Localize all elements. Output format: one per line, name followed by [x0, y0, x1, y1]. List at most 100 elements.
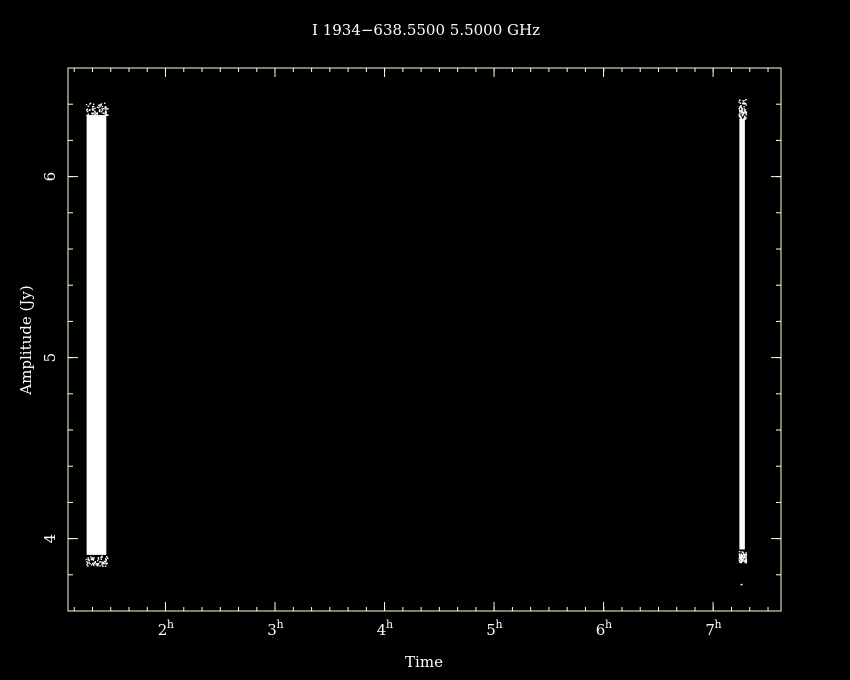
data-point: [738, 101, 740, 103]
x-axis-label: Time: [405, 653, 443, 671]
data-band-2: [739, 118, 745, 550]
data-point: [92, 562, 94, 565]
data-point: [90, 564, 93, 566]
data-point: [94, 110, 96, 112]
data-point: [93, 557, 95, 559]
data-point: [744, 103, 746, 105]
data-point: [101, 555, 103, 558]
data-point: [745, 554, 747, 556]
data-point: [105, 558, 107, 561]
data-point: [742, 100, 744, 102]
data-point: [743, 557, 745, 559]
data-point: [105, 558, 107, 560]
x-tick-label-sup: h: [167, 618, 174, 631]
data-point: [739, 116, 742, 119]
data-point: [743, 553, 745, 556]
data-point: [745, 555, 748, 557]
data-point: [101, 561, 103, 563]
data-point: [744, 102, 747, 105]
data-point: [98, 107, 100, 109]
data-point: [745, 116, 747, 119]
data-point: [97, 564, 99, 567]
data-point: [99, 109, 101, 111]
x-tick-label: 3: [267, 621, 277, 639]
data-point: [742, 102, 744, 104]
y-tick-label: 6: [41, 172, 59, 182]
data-point: [93, 563, 95, 565]
x-tick-label: 7: [705, 621, 715, 639]
data-point: [104, 560, 107, 563]
data-point: [103, 108, 105, 110]
data-point: [99, 565, 101, 567]
data-point: [740, 556, 743, 558]
data-point: [100, 556, 102, 559]
data-point: [89, 109, 91, 111]
data-band-1: [86, 115, 107, 555]
data-point: [85, 558, 88, 561]
data-point: [740, 112, 743, 114]
data-point: [740, 558, 743, 560]
data-point: [105, 111, 108, 113]
data-point: [96, 563, 98, 565]
outlier-point: [740, 583, 743, 586]
data-point: [738, 554, 741, 556]
data-point: [740, 105, 742, 107]
data-point: [101, 105, 104, 108]
data-point: [107, 114, 109, 116]
data-point: [738, 108, 741, 110]
data-point: [745, 552, 747, 554]
data-point: [744, 102, 746, 104]
data-point: [745, 99, 747, 101]
data-point: [86, 562, 89, 564]
data-point: [98, 110, 101, 113]
data-point: [87, 558, 90, 561]
data-point: [88, 561, 90, 564]
data-point: [740, 107, 743, 109]
x-tick-label: 2: [158, 621, 168, 639]
data-point: [92, 107, 94, 110]
data-point: [104, 102, 106, 104]
plot-frame: [67, 67, 782, 612]
data-point: [739, 561, 742, 563]
data-point: [97, 557, 100, 559]
x-tick-label: 6: [596, 621, 606, 639]
data-point: [743, 112, 745, 115]
data-point: [738, 116, 741, 118]
data-point: [86, 109, 88, 111]
data-point: [741, 102, 744, 105]
data-point: [105, 114, 108, 116]
data-point: [741, 551, 743, 553]
data-point: [741, 560, 743, 562]
data-point: [101, 109, 104, 112]
data-point: [738, 555, 741, 557]
data-point: [99, 561, 101, 563]
data-point: [745, 104, 747, 106]
data-point: [97, 563, 99, 565]
data-point: [743, 99, 745, 102]
data-point: [96, 559, 99, 562]
data-point: [87, 105, 90, 108]
data-point: [739, 556, 741, 559]
data-point: [745, 560, 747, 562]
data-point: [89, 103, 91, 105]
data-point: [743, 110, 745, 112]
y-tick-label: 5: [41, 353, 59, 363]
data-point: [744, 118, 747, 120]
data-point: [744, 111, 746, 113]
data-point: [739, 110, 741, 112]
data-point: [738, 553, 741, 555]
data-point: [102, 112, 105, 114]
data-point: [102, 561, 105, 564]
data-point: [739, 102, 742, 104]
data-point: [740, 118, 743, 120]
data-point: [101, 562, 103, 564]
data-point: [91, 558, 93, 560]
data-point: [745, 557, 747, 559]
data-point: [740, 559, 743, 561]
data-point: [92, 109, 95, 111]
data-point: [105, 556, 108, 558]
data-point: [104, 565, 107, 568]
data-point: [86, 563, 88, 566]
data-point: [740, 117, 742, 119]
